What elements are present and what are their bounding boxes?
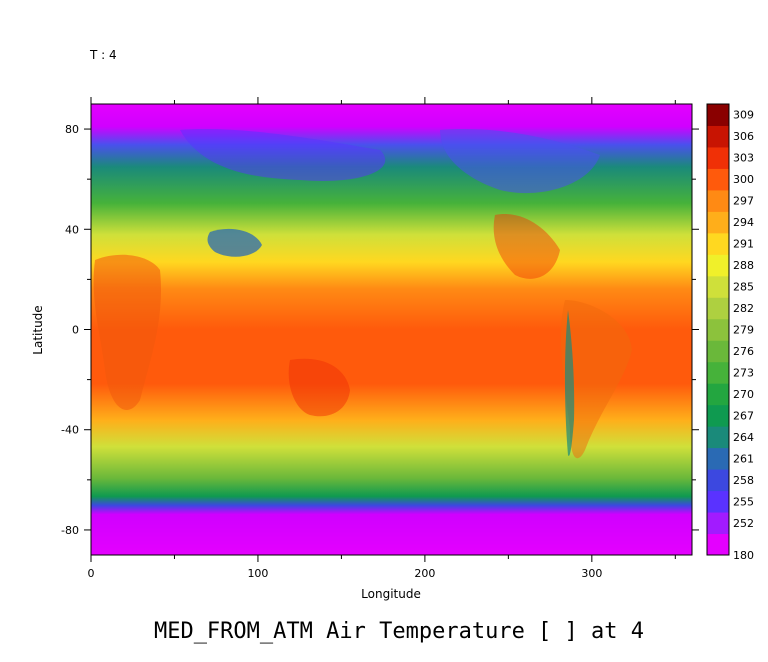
- africa-warm-region: [93, 254, 161, 410]
- colorbar-swatch: [707, 383, 729, 406]
- colorbar-swatch: [707, 512, 729, 535]
- colorbar-label: 264: [733, 431, 754, 444]
- colorbar-label: 309: [733, 109, 754, 122]
- colorbar-label: 288: [733, 259, 754, 272]
- x-tick-label: 200: [414, 567, 435, 580]
- australia-region: [288, 358, 350, 417]
- north-america-warm-region: [493, 214, 560, 279]
- colorbar-swatch: [707, 275, 729, 298]
- x-tick-label: 300: [581, 567, 602, 580]
- colorbar-swatch: [707, 168, 729, 191]
- y-tick-label: 80: [65, 123, 79, 136]
- colorbar-swatch: [707, 254, 729, 277]
- x-tick-label: 0: [88, 567, 95, 580]
- colorbar-swatch: [707, 211, 729, 234]
- time-label: T : 4: [89, 48, 117, 62]
- colorbar-label: 297: [733, 195, 754, 208]
- colorbar-label: 180: [733, 549, 754, 562]
- colorbar-swatch: [707, 469, 729, 492]
- colorbar-swatch: [707, 104, 729, 126]
- colorbar-swatch: [707, 426, 729, 449]
- colorbar-label: 270: [733, 388, 754, 401]
- heatmap-field: [91, 104, 692, 555]
- colorbar: 180 252 255 258 261 264 267 270 273 276 279 282 285 2…: [706, 103, 754, 562]
- chart-title: MED_FROM_ATM Air Temperature [ ] at 4: [154, 619, 644, 644]
- colorbar-label: 291: [733, 238, 754, 251]
- colorbar-swatch: [707, 340, 729, 363]
- colorbar-label: 276: [733, 345, 754, 358]
- y-tick-label: 40: [65, 223, 79, 236]
- canada-cold-region: [440, 129, 600, 194]
- x-tick-label: 100: [247, 567, 268, 580]
- colorbar-swatch: [707, 125, 729, 148]
- colorbar-swatch: [707, 447, 729, 470]
- colorbar-label: 279: [733, 324, 754, 337]
- colorbar-label: 252: [733, 517, 754, 530]
- y-tick-label: 0: [72, 324, 79, 337]
- colorbar-label: 258: [733, 474, 754, 487]
- colorbar-label: 303: [733, 152, 754, 165]
- axis-ticks: 0 100 200 300 -80 -40 0 40 80: [61, 97, 699, 580]
- colorbar-label: 285: [733, 281, 754, 294]
- colorbar-swatch: [707, 490, 729, 513]
- colorbar-swatch: [707, 318, 729, 341]
- andes-cold-strip: [564, 310, 575, 456]
- colorbar-swatch: [707, 297, 729, 320]
- colorbar-label: 255: [733, 495, 754, 508]
- colorbar-label: 267: [733, 409, 754, 422]
- x-axis-title: Longitude: [361, 587, 421, 601]
- colorbar-swatch: [707, 404, 729, 427]
- colorbar-swatch: [707, 146, 729, 169]
- colorbar-label: 300: [733, 173, 754, 186]
- colorbar-swatch: [707, 232, 729, 255]
- south-america-region: [560, 300, 632, 459]
- tibet-cold-region: [207, 228, 262, 257]
- colorbar-label: 282: [733, 302, 754, 315]
- y-tick-label: -40: [61, 424, 79, 437]
- colorbar-swatch: [707, 189, 729, 212]
- colorbar-frame: [706, 103, 730, 556]
- colorbar-label: 294: [733, 216, 754, 229]
- y-tick-label: -80: [61, 524, 79, 537]
- siberia-cold-region: [180, 129, 386, 181]
- colorbar-label: 261: [733, 452, 754, 465]
- colorbar-swatch: [707, 361, 729, 384]
- colorbar-label: 306: [733, 130, 754, 143]
- y-axis-title: Latitude: [31, 305, 45, 354]
- colorbar-label: 273: [733, 366, 754, 379]
- colorbar-swatch: [707, 533, 729, 556]
